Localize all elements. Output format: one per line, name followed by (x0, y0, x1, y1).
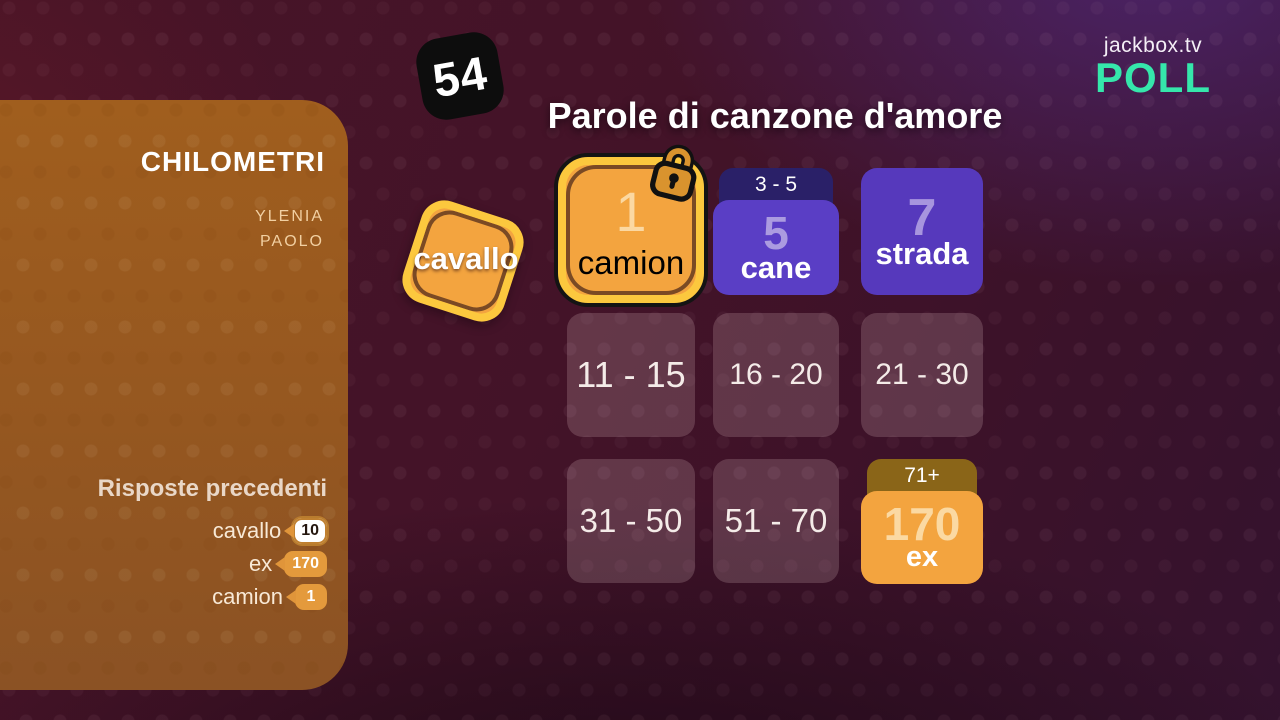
sidebar-panel: CHILOMETRI YLENIA PAOLO Risposte precede… (0, 100, 348, 690)
previous-answer-value-badge: 1 (295, 583, 327, 610)
player-name: YLENIA (255, 208, 324, 225)
tile-camion-count: 1 (615, 179, 647, 243)
previous-answer-value-badge: 170 (284, 550, 327, 577)
previous-answers-header: Risposte precedenti (97, 475, 327, 502)
category-title: CHILOMETRI (140, 146, 325, 177)
lock-icon (645, 138, 705, 209)
tile-strada-label: strada (875, 235, 969, 271)
brand-product-logo: POLL (1095, 54, 1211, 101)
question-title: Parole di canzone d'amore (547, 95, 1003, 136)
tile-cavallo-label: cavallo (413, 241, 519, 276)
previous-answers: Risposte precedenti cavallo 10 ex 170 ca… (98, 475, 327, 616)
tile-cane[interactable]: 5 cane (713, 200, 839, 295)
previous-answer-row: cavallo 10 (98, 517, 327, 544)
player-name: PAOLO (260, 233, 324, 250)
previous-answer-label: ex (249, 550, 273, 576)
tile-cane-count: 5 (763, 207, 789, 260)
previous-answer-row: camion 1 (98, 583, 327, 610)
tile-range-21-30[interactable]: 21 - 30 (861, 313, 983, 437)
timer-value: 54 (428, 45, 492, 107)
tile-range-51-70[interactable]: 51 - 70 (713, 459, 839, 583)
brand-site-url: jackbox.tv (1103, 34, 1203, 57)
previous-answer-label: camion (212, 583, 283, 609)
timer-badge: 54 (412, 28, 508, 124)
tile-range-16-20[interactable]: 16 - 20 (713, 313, 839, 437)
previous-answer-value-badge: 10 (293, 517, 327, 544)
tile-range-31-50[interactable]: 31 - 50 (567, 459, 695, 583)
tile-strada-count: 7 (907, 189, 937, 248)
tile-strada[interactable]: 7 strada (861, 168, 983, 295)
tile-ex-label: ex (905, 541, 939, 574)
tile-range-11-15[interactable]: 11 - 15 (567, 313, 695, 437)
tile-ex[interactable]: 170 ex (861, 491, 983, 584)
tile-ex-count: 170 (883, 497, 961, 550)
tile-camion-label: camion (577, 243, 685, 281)
player-list: YLENIA PAOLO (255, 204, 324, 254)
previous-answer-label: cavallo (212, 517, 282, 543)
tile-cane-label: cane (740, 249, 812, 285)
previous-answer-row: ex 170 (98, 550, 327, 577)
brand: jackbox.tv POLL (1063, 34, 1243, 102)
